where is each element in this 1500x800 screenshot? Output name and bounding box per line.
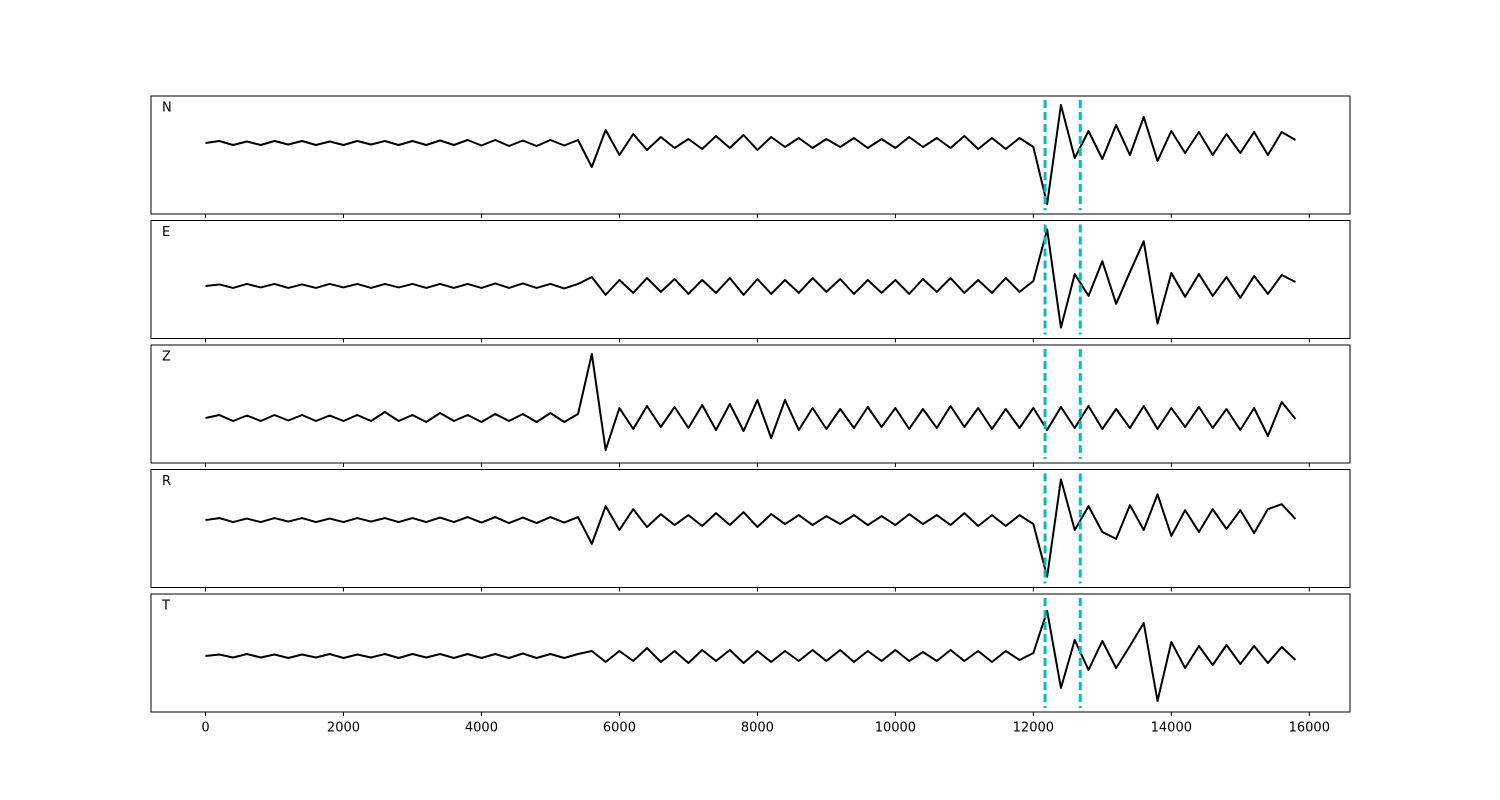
x-tick-label: 10000 [875,721,916,736]
x-tick-label: 8000 [741,721,774,736]
panel-label: N [162,101,172,116]
x-tick-label: 2000 [327,721,360,736]
waveform [205,228,1296,329]
panel-frame [150,95,1351,215]
panel-label: R [162,474,171,489]
x-tick-label: 16000 [1289,721,1330,736]
waveform [205,353,1297,451]
panel-frame [150,469,1351,588]
panel-frame [150,220,1351,339]
panel-label: E [162,225,170,240]
waveform [205,478,1297,578]
x-tick-label: 6000 [603,721,636,736]
panel-frame [150,593,1351,713]
x-tick-label: 14000 [1151,721,1192,736]
panel-label: T [161,599,170,614]
x-tick-label: 0 [201,721,209,736]
x-tick-label: 12000 [1013,721,1054,736]
x-tick-label: 4000 [465,721,498,736]
waveform [205,610,1297,702]
panel-label: Z [162,350,171,365]
panel-frame [150,344,1351,464]
waveform [205,104,1297,205]
